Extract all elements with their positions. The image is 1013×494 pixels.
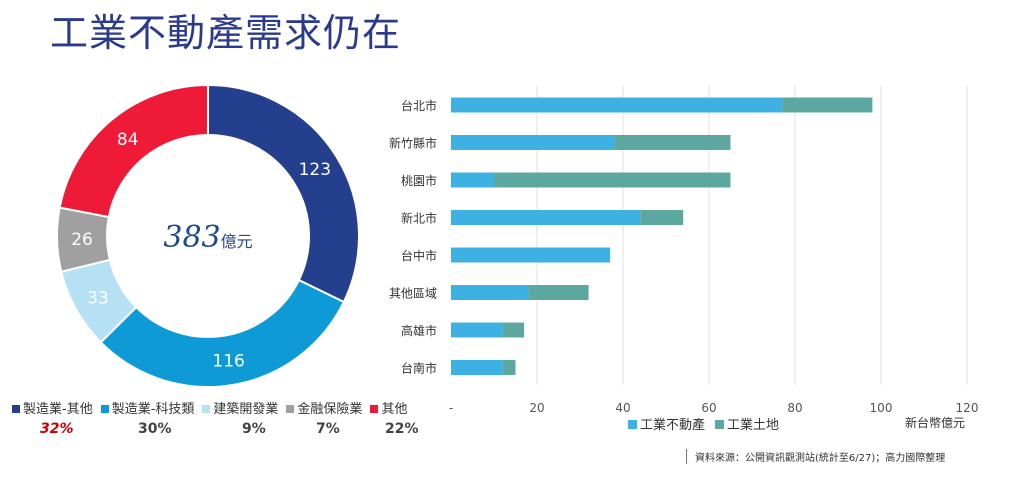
legend-label: 其他 [381,402,408,417]
legend-percent: 22% [385,421,419,437]
slice-label: 123 [299,160,331,180]
legend-item: 建築開發業 [202,398,278,417]
category-label: 桃園市 [401,173,437,188]
bar-segment [640,210,684,225]
legend-swatch [628,420,637,429]
source-note: 資料來源：公開資訊觀測站(統計至6/27)；高力國際整理 [686,449,945,464]
legend-item: 其他 [370,398,407,417]
category-label: 台南市 [401,361,437,376]
category-label: 台中市 [401,248,437,263]
x-tick-label: - [449,401,453,415]
legend-swatch [100,405,109,413]
slice-label: 116 [212,351,244,371]
x-tick-label: 120 [956,401,979,415]
slice-label: 33 [87,288,109,308]
legend-item: 工業土地 [715,414,779,433]
bar-segment [502,360,516,375]
category-label: 新竹縣市 [389,136,437,151]
bar-segment [451,210,641,225]
x-tick-label: 80 [787,401,802,415]
legend-item: 製造業-其他 [12,398,93,417]
legend-percent: 9% [242,421,266,437]
slice-label: 26 [71,230,93,250]
page-title: 工業不動產需求仍在 [50,11,402,55]
category-label: 其他區域 [389,287,437,301]
legend-item: 金融保險業 [286,398,362,417]
legend-label: 金融保險業 [297,402,363,417]
legend-percent: 7% [316,421,340,437]
legend-label: 製造業-科技類 [111,402,195,417]
legend-label: 工業土地 [727,418,780,433]
legend-percent: 32% [40,421,74,437]
legend-percent: 30% [138,421,172,437]
legend-label: 建築開發業 [213,402,279,417]
legend-label: 工業不動產 [640,418,706,433]
bar-legend: 工業不動產 工業土地 [628,414,779,433]
legend-swatch [202,405,211,413]
legend-swatch [12,405,20,413]
legend-swatch [370,405,379,413]
legend-swatch [715,420,725,429]
donut-center-label: 383億元 [163,220,252,255]
bar-segment [451,285,529,300]
bar-segment [782,97,873,113]
bar-segment [451,135,615,150]
category-label: 新北市 [401,211,437,226]
bar-segment [614,135,731,150]
x-tick-label: 60 [701,401,716,415]
x-tick-label: 40 [615,401,630,415]
bar-segment [451,247,611,263]
bar-segment [494,172,731,188]
legend-item: 製造業-科技類 [100,398,195,417]
donut-slice [99,278,346,388]
bar-segment [502,322,525,338]
bar-segment [451,360,503,375]
slice-label: 84 [117,130,139,150]
bar-segment [451,322,503,338]
bar-segment [451,97,783,113]
bar-unit: 新台幣億元 [905,416,966,430]
category-label: 台北市 [401,98,437,113]
bar-segment [528,285,589,300]
legend-swatch [286,405,295,413]
legend-item: 工業不動產 [628,414,705,433]
donut-slice [207,83,360,304]
bar-segment [451,172,494,188]
x-tick-label: 20 [529,401,544,415]
donut-slice [58,83,209,219]
category-label: 高雄市 [401,323,437,338]
donut-legend: 製造業-其他 製造業-科技類 建築開發業 金融保險業 其他 [12,398,407,417]
x-tick-label: 100 [870,401,893,415]
legend-label: 製造業-其他 [23,402,93,417]
